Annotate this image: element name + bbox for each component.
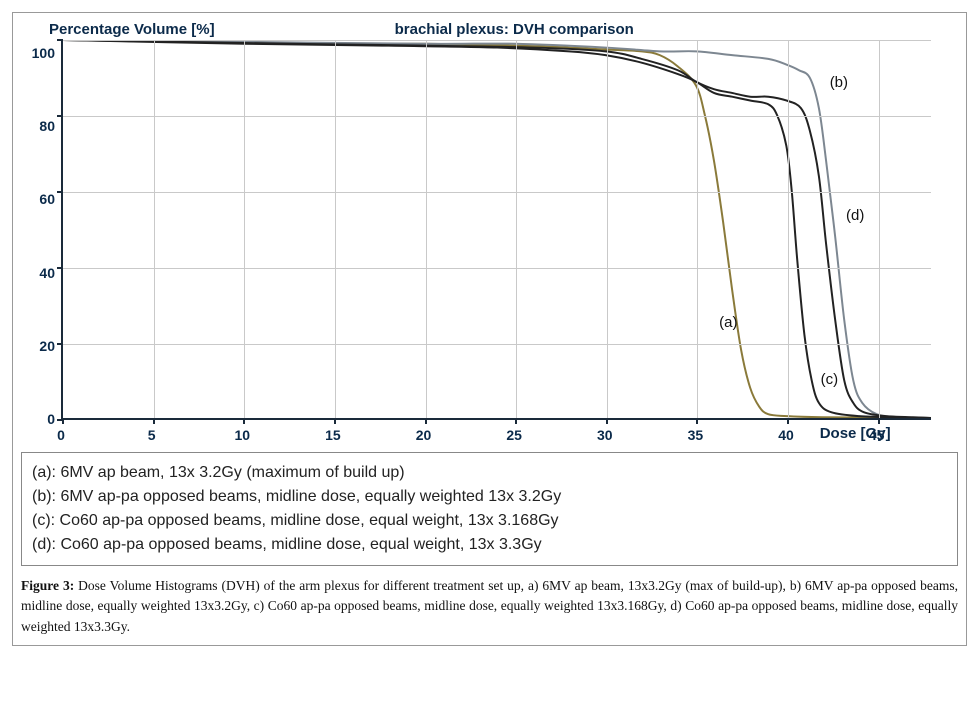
gridline-vertical <box>788 40 789 418</box>
y-tick-label: 0 <box>21 412 55 426</box>
gridline-horizontal <box>63 192 931 193</box>
curve-label-b: (b) <box>830 74 848 91</box>
gridline-vertical <box>426 40 427 418</box>
x-tick-label: 0 <box>57 427 65 443</box>
dvh-chart-svg <box>63 40 931 418</box>
curve-b <box>63 40 931 418</box>
gridline-vertical <box>154 40 155 418</box>
tick-mark-y <box>57 267 63 269</box>
curve-d <box>63 40 931 418</box>
legend-item: (a): 6MV ap beam, 13x 3.2Gy (maximum of … <box>32 461 947 485</box>
gridline-vertical <box>607 40 608 418</box>
curve-a <box>63 40 931 418</box>
gridline-horizontal <box>63 268 931 269</box>
tick-mark-y <box>57 343 63 345</box>
gridline-vertical <box>879 40 880 418</box>
curve-label-d: (d) <box>846 207 864 224</box>
legend-item: (c): Co60 ap-pa opposed beams, midline d… <box>32 509 947 533</box>
curve-c <box>63 40 931 418</box>
y-axis-ticks: 100806040200 <box>21 40 61 420</box>
y-tick-label: 40 <box>21 266 55 280</box>
y-tick-label: 80 <box>21 119 55 133</box>
x-tick-label: 10 <box>234 427 250 443</box>
x-tick-label: 30 <box>597 427 613 443</box>
curve-label-a: (a) <box>719 314 737 331</box>
y-tick-label: 60 <box>21 192 55 206</box>
plot-area: (a) (b) (c) (d) <box>61 40 931 420</box>
x-tick-label: 15 <box>325 427 341 443</box>
gridline-vertical <box>697 40 698 418</box>
x-axis-ticks: Dose [Gy] 051015202530354045 <box>61 420 931 444</box>
legend-item: (d): Co60 ap-pa opposed beams, midline d… <box>32 533 947 557</box>
gridline-horizontal <box>63 116 931 117</box>
gridline-vertical <box>516 40 517 418</box>
chart-header: Percentage Volume [%] brachial plexus: D… <box>21 21 958 38</box>
x-tick-label: 35 <box>688 427 704 443</box>
y-axis-title: Percentage Volume [%] <box>49 21 215 38</box>
curve-label-c: (c) <box>821 371 839 388</box>
x-tick-label: 5 <box>148 427 156 443</box>
caption-text: Dose Volume Histograms (DVH) of the arm … <box>21 578 958 634</box>
tick-mark-y <box>57 191 63 193</box>
caption-label: Figure 3: <box>21 578 74 593</box>
figure-caption: Figure 3: Dose Volume Histograms (DVH) o… <box>21 576 958 637</box>
tick-mark-y <box>57 115 63 117</box>
y-tick-label: 20 <box>21 339 55 353</box>
x-tick-label: 45 <box>869 427 885 443</box>
y-tick-label: 100 <box>21 46 55 60</box>
plot-wrap: 100806040200 (a)(b)(c)(d) <box>21 40 958 420</box>
x-tick-label: 40 <box>778 427 794 443</box>
chart-title: brachial plexus: DVH comparison <box>395 21 634 38</box>
gridline-vertical <box>244 40 245 418</box>
gridline-vertical <box>335 40 336 418</box>
x-tick-label: 25 <box>506 427 522 443</box>
gridline-horizontal <box>63 344 931 345</box>
gridline-horizontal <box>63 40 931 41</box>
legend-box: (a): 6MV ap beam, 13x 3.2Gy (maximum of … <box>21 452 958 566</box>
tick-mark-y <box>57 39 63 41</box>
figure-container: Percentage Volume [%] brachial plexus: D… <box>12 12 967 646</box>
legend-item: (b): 6MV ap-pa opposed beams, midline do… <box>32 485 947 509</box>
x-tick-label: 20 <box>416 427 432 443</box>
